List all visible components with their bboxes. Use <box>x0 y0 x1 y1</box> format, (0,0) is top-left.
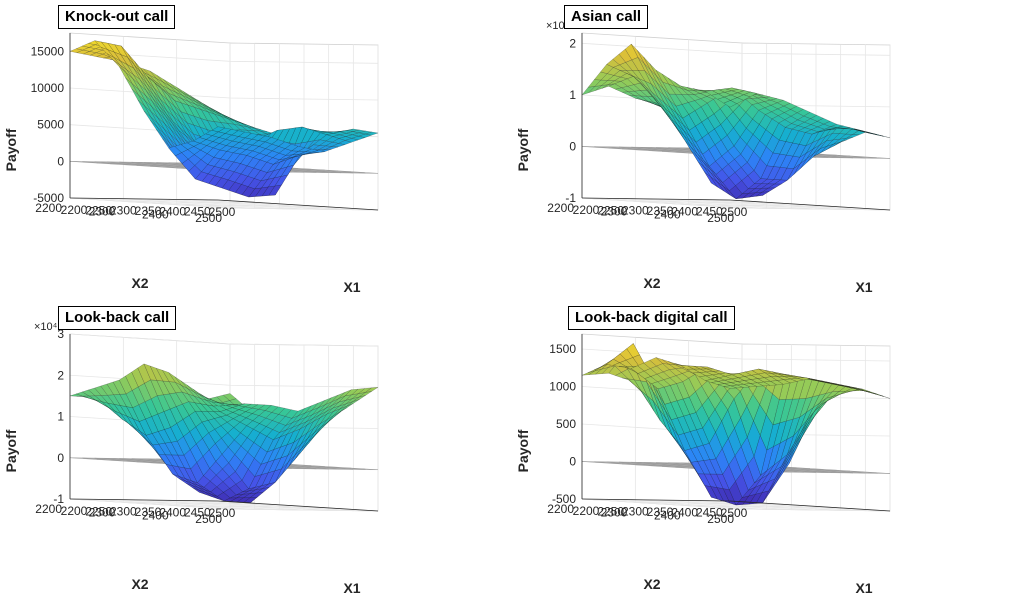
chart-title: Look-back digital call <box>568 306 735 330</box>
z-tick-label: 0 <box>569 455 576 469</box>
z-tick-label: 1000 <box>549 380 576 394</box>
x-tick-label: 2300 <box>622 204 649 218</box>
x-tick-label: 2450 <box>696 205 723 219</box>
y-gridline <box>229 43 379 211</box>
x-tick-label: 2200 <box>61 504 88 518</box>
y-gridline <box>122 36 272 204</box>
axis-lines <box>581 334 891 512</box>
y-axis-label: X2 <box>643 275 660 291</box>
x-tick-label: 2450 <box>184 506 211 520</box>
z-tick-label: 2 <box>57 368 64 382</box>
x-tick-label: 2350 <box>135 204 162 218</box>
y-axis-label: X2 <box>131 576 148 592</box>
y-tick-label: 2300 <box>601 204 628 218</box>
x-tick-label: 2450 <box>184 205 211 219</box>
z-tick-label: 3 <box>57 327 64 341</box>
y-tick-label: 2400 <box>142 208 169 222</box>
x-tick-label: 2250 <box>85 203 112 217</box>
x-axis-label: X1 <box>343 279 360 295</box>
z-tick-label: 0 <box>569 139 576 153</box>
x-tick-label: 2300 <box>622 505 649 519</box>
z-tick-label: -5000 <box>33 191 64 205</box>
y-tick-label: 2200 <box>35 502 62 516</box>
x-tick-label: 2400 <box>159 505 186 519</box>
z-multiplier-label: ×10⁴ <box>546 20 570 32</box>
x-tick-label: 2250 <box>597 203 624 217</box>
z-multiplier-label: ×10⁴ <box>34 321 58 333</box>
z-tick-label: 1 <box>569 88 576 102</box>
x-tick-label: 2400 <box>671 204 698 218</box>
chart-title: Knock-out call <box>58 5 176 29</box>
y-tick-label: 2300 <box>601 505 628 519</box>
y-tick-label: 2500 <box>707 211 734 225</box>
z-tick-label: 1500 <box>549 342 576 356</box>
y-tick-label: 2300 <box>89 204 116 218</box>
y-tick-label: 2400 <box>654 509 681 523</box>
y-tick-label: 2500 <box>195 211 222 225</box>
chart-title: Look-back call <box>58 306 177 330</box>
surface-mesh <box>69 40 379 198</box>
y-tick-label: 2400 <box>142 509 169 523</box>
x-tick-label: 2500 <box>209 506 236 520</box>
z-tick-label: 10000 <box>31 81 65 95</box>
y-tick-label: 2200 <box>547 201 574 215</box>
surface-mesh <box>581 343 891 506</box>
x-tick-label: 2300 <box>110 505 137 519</box>
axis-lines <box>69 33 379 211</box>
y-tick-label: 2500 <box>707 512 734 526</box>
y-axis-label: X2 <box>131 275 148 291</box>
x-tick-label: 2250 <box>85 504 112 518</box>
z-tick-label: -1 <box>53 492 64 506</box>
x-tick-label: 2400 <box>159 204 186 218</box>
z-axis-label: Payoff <box>3 128 19 171</box>
z-tick-label: 0 <box>57 154 64 168</box>
z-tick-label: 5000 <box>37 118 64 132</box>
y-axis-label: X2 <box>643 576 660 592</box>
surface-mesh <box>69 363 379 503</box>
z-axis-label: Payoff <box>515 128 531 171</box>
y-tick-label: 2300 <box>89 505 116 519</box>
z-tick-label: 2 <box>569 36 576 50</box>
x-tick-label: 2350 <box>647 505 674 519</box>
z-axis-label: Payoff <box>3 429 19 472</box>
x-tick-label: 2500 <box>721 506 748 520</box>
x-tick-label: 2300 <box>110 204 137 218</box>
z-axis-label: Payoff <box>515 429 531 472</box>
z-tick-label: 0 <box>57 451 64 465</box>
x-tick-label: 2450 <box>696 506 723 520</box>
chart-title: Asian call <box>564 5 649 29</box>
y-tick-label: 2200 <box>547 502 574 516</box>
x-tick-label: 2400 <box>671 505 698 519</box>
z-tick-label: 500 <box>556 417 576 431</box>
z-tick-label: -500 <box>552 492 576 506</box>
z-tick-label: 1 <box>57 410 64 424</box>
axis-lines <box>581 33 891 211</box>
x-tick-label: 2500 <box>209 205 236 219</box>
x-tick-label: 2200 <box>61 203 88 217</box>
chart-panel-look-back-digital-call: -500 0 500 1000 1500 2200 2300 2400 2500 2200 2250… <box>512 301 1024 602</box>
y-tick-label: 2500 <box>195 512 222 526</box>
y-tick-label: 2200 <box>35 201 62 215</box>
x-axis-label: X1 <box>855 279 872 295</box>
x-tick-label: 2200 <box>573 504 600 518</box>
z-tick-label: 15000 <box>31 44 65 58</box>
chart-panel-look-back-call: -1 0 1 2 3 ×10⁴ 2200 2300 2400 2500 2200 2250 2300 23… <box>0 301 512 602</box>
chart-panel-knock-out-call: -5000 0 5000 10000 15000 2200 2300 2400 2500 2200… <box>0 0 512 301</box>
x-tick-label: 2350 <box>135 505 162 519</box>
surface-mesh <box>581 43 891 200</box>
x-tick-label: 2200 <box>573 203 600 217</box>
x-tick-label: 2250 <box>597 504 624 518</box>
z-tick-label: -1 <box>565 191 576 205</box>
chart-panel-asian-call: -1 0 1 2 ×10⁴ 2200 2300 2400 2500 2200 2250 2300 235… <box>512 0 1024 301</box>
x-axis-label: X1 <box>343 580 360 596</box>
x-tick-label: 2350 <box>647 204 674 218</box>
axis-lines <box>69 334 379 512</box>
x-axis-label: X1 <box>855 580 872 596</box>
x-tick-label: 2500 <box>721 205 748 219</box>
y-tick-label: 2400 <box>654 208 681 222</box>
